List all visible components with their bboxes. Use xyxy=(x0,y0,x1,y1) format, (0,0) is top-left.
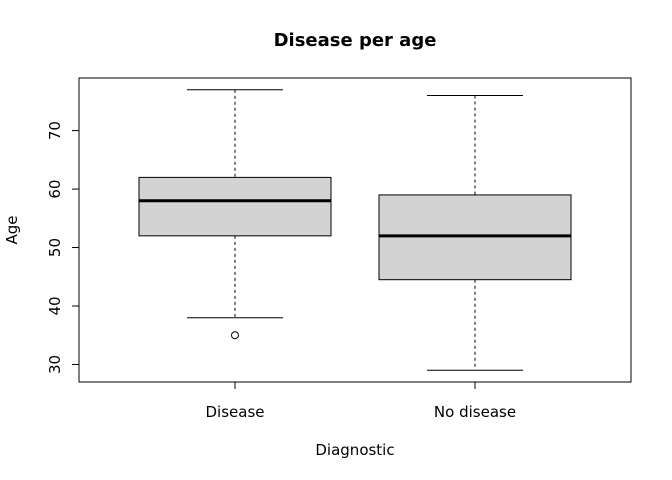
outlier-point xyxy=(231,331,239,340)
x-axis-label: Diagnostic xyxy=(315,441,394,459)
y-tick-label: 30 xyxy=(46,355,64,374)
y-axis-label: Age xyxy=(3,215,21,244)
x-tick-label: No disease xyxy=(434,403,516,421)
boxes-layer xyxy=(138,89,572,371)
chart-title: Disease per age xyxy=(274,30,437,51)
y-tick-label: 70 xyxy=(46,121,64,140)
x-axis: Disease No disease xyxy=(206,381,516,421)
y-tick-label: 40 xyxy=(46,296,64,315)
y-axis: 30 40 50 60 70 xyxy=(46,121,79,374)
y-tick-label: 50 xyxy=(46,238,64,257)
box-iqr xyxy=(138,176,332,237)
y-tick-label: 60 xyxy=(46,180,64,199)
x-tick-label: Disease xyxy=(206,403,265,421)
